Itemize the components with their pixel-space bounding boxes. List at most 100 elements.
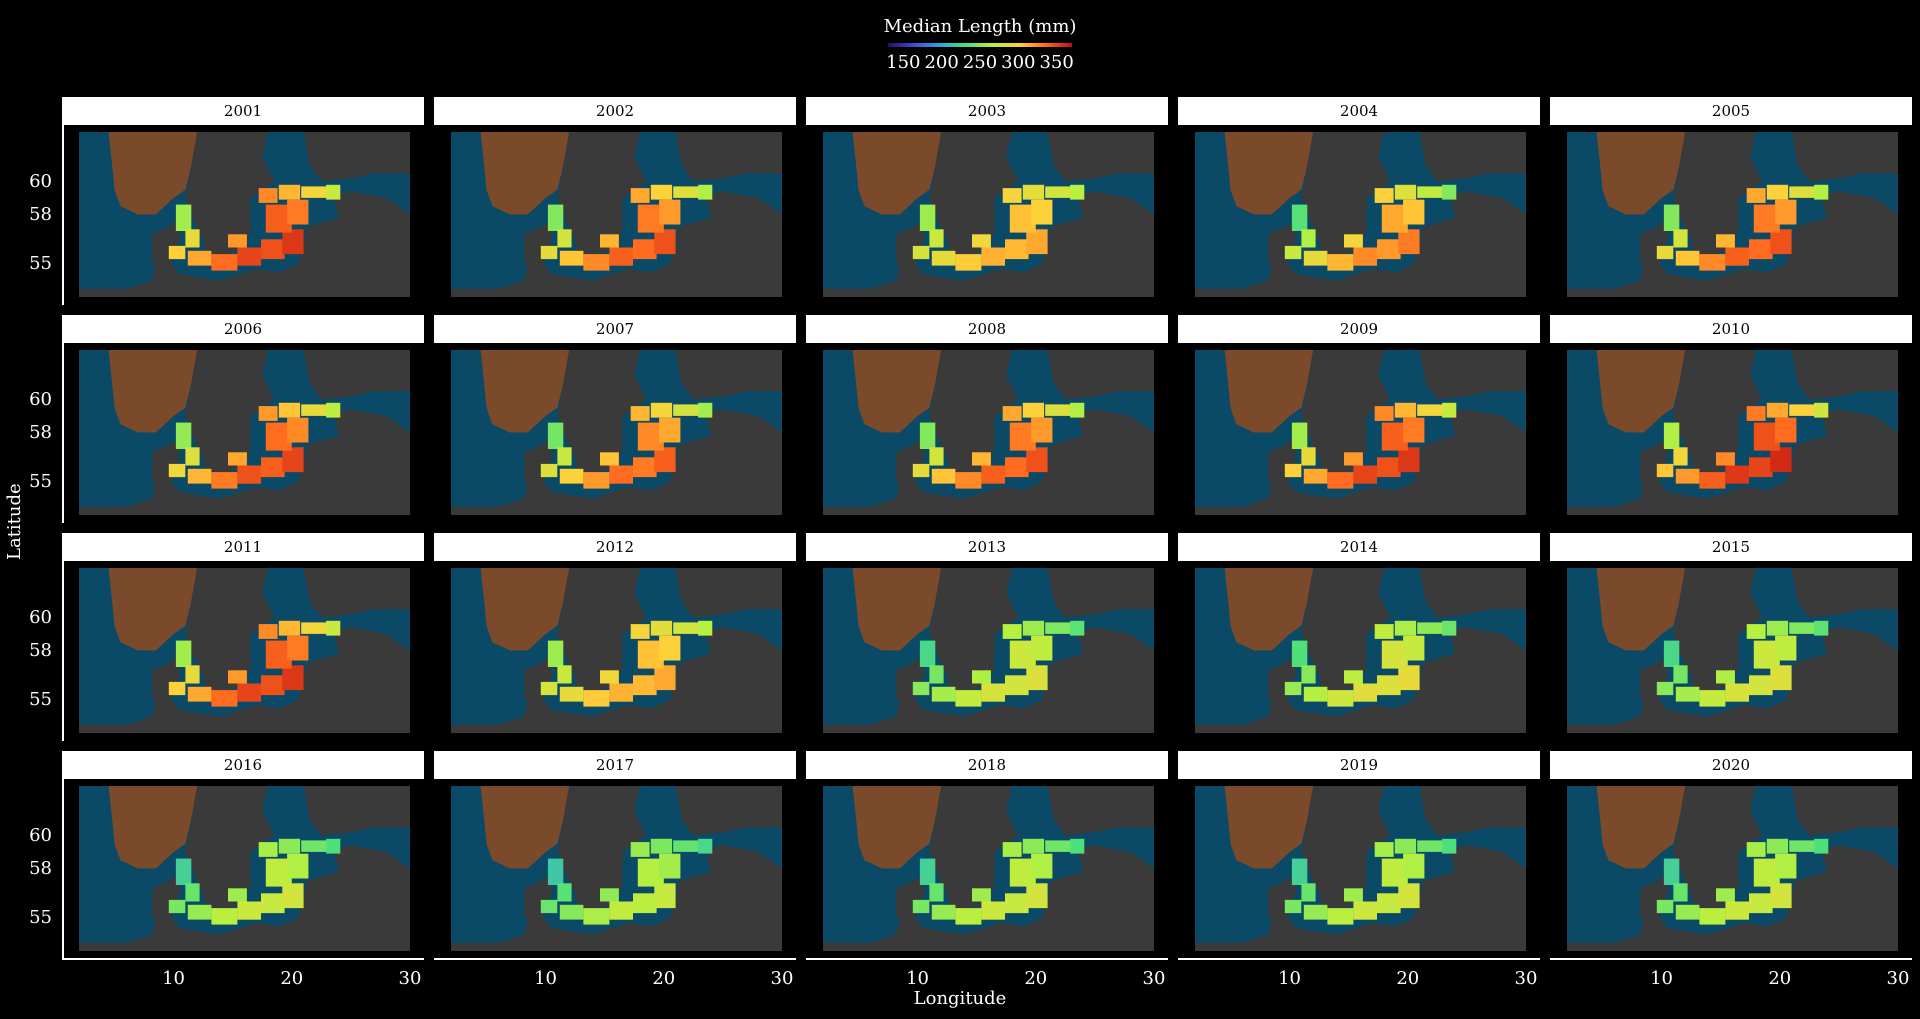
land-norway bbox=[1195, 568, 1314, 651]
facet-strip-label: 2002 bbox=[434, 97, 796, 125]
heatmap-cell bbox=[1353, 683, 1377, 702]
x-axis-line bbox=[806, 958, 1168, 960]
heatmap-cell bbox=[1775, 417, 1797, 443]
heatmap-cell bbox=[1284, 681, 1302, 696]
heatmap-cell bbox=[600, 452, 619, 466]
x-tick-label: 20 bbox=[1768, 968, 1792, 989]
facet-panel: 2012 bbox=[434, 533, 796, 741]
land-continent bbox=[1195, 845, 1526, 951]
facet-strip-label: 2003 bbox=[806, 97, 1168, 125]
heatmap-cell bbox=[237, 465, 261, 484]
heatmap-cell bbox=[659, 417, 681, 443]
heatmap-cell bbox=[659, 635, 681, 661]
panel-map bbox=[79, 132, 410, 297]
heatmap-cell bbox=[1766, 184, 1789, 200]
heatmap-cell bbox=[1403, 853, 1425, 879]
map-canvas bbox=[451, 132, 782, 297]
land-norway bbox=[451, 568, 570, 651]
heatmap-cell bbox=[609, 465, 633, 484]
heatmap-cell bbox=[1377, 675, 1401, 696]
heatmap-cell bbox=[1699, 254, 1726, 271]
heatmap-cell bbox=[698, 620, 713, 636]
facet-strip-label: 2020 bbox=[1550, 751, 1912, 779]
x-tick-label: 30 bbox=[1142, 968, 1166, 989]
heatmap-cell bbox=[1344, 234, 1363, 248]
facet-panel: 2004 bbox=[1178, 97, 1540, 305]
y-tick-label: 55 bbox=[29, 253, 52, 274]
heatmap-cell bbox=[929, 883, 944, 902]
x-tick-label: 20 bbox=[652, 968, 676, 989]
x-tick-label: 30 bbox=[1886, 968, 1910, 989]
heatmap-cell bbox=[175, 204, 192, 231]
heatmap-cell bbox=[1002, 188, 1022, 203]
heatmap-cell bbox=[1675, 686, 1700, 702]
x-axis-line bbox=[1178, 958, 1540, 960]
heatmap-cell bbox=[1770, 447, 1792, 473]
heatmap-cell bbox=[547, 422, 564, 449]
heatmap-cell bbox=[1377, 239, 1401, 260]
land-norway bbox=[451, 132, 570, 215]
legend-colorbar bbox=[888, 43, 1072, 47]
land-finland bbox=[675, 132, 782, 182]
heatmap-cell bbox=[630, 406, 650, 421]
land-finland bbox=[1419, 132, 1526, 182]
heatmap-cell bbox=[185, 665, 200, 684]
y-tick-label: 60 bbox=[29, 170, 52, 192]
land-continent bbox=[823, 845, 1154, 951]
heatmap-cell bbox=[955, 690, 982, 707]
heatmap-cell bbox=[187, 250, 212, 266]
heatmap-cell bbox=[912, 463, 930, 478]
heatmap-cell bbox=[1716, 234, 1735, 248]
heatmap-cell bbox=[1070, 838, 1085, 854]
heatmap-cell bbox=[633, 893, 657, 914]
heatmap-cell bbox=[1699, 690, 1726, 707]
y-axis-line bbox=[62, 561, 64, 741]
heatmap-cell bbox=[1344, 670, 1363, 684]
facet-strip-label: 2019 bbox=[1178, 751, 1540, 779]
heatmap-cell bbox=[559, 250, 584, 266]
panel-map bbox=[79, 568, 410, 733]
heatmap-cell bbox=[261, 239, 285, 260]
heatmap-cell bbox=[1303, 250, 1328, 266]
heatmap-cell bbox=[972, 670, 991, 684]
heatmap-cell bbox=[326, 402, 341, 418]
land-finland bbox=[1791, 132, 1898, 182]
map-canvas bbox=[823, 350, 1154, 515]
map-canvas bbox=[1567, 568, 1898, 733]
heatmap-cell bbox=[929, 665, 944, 684]
heatmap-cell bbox=[1398, 883, 1420, 909]
heatmap-cell bbox=[258, 188, 278, 203]
y-axis-label: Latitude bbox=[4, 483, 25, 560]
heatmap-cell bbox=[654, 447, 676, 473]
heatmap-cell bbox=[211, 690, 238, 707]
heatmap-cell bbox=[1022, 184, 1045, 200]
heatmap-cell bbox=[557, 883, 572, 902]
heatmap-cell bbox=[261, 675, 285, 696]
heatmap-cell bbox=[287, 635, 309, 661]
heatmap-cell bbox=[1675, 904, 1700, 920]
heatmap-cell bbox=[1045, 840, 1072, 852]
heatmap-cell bbox=[559, 686, 584, 702]
heatmap-cell bbox=[185, 229, 200, 248]
heatmap-cell bbox=[1789, 622, 1816, 634]
x-axis-line bbox=[434, 958, 796, 960]
panel-map bbox=[1195, 350, 1526, 515]
legend-ticks: 150 200 250 300 350 bbox=[880, 52, 1080, 76]
heatmap-cell bbox=[1284, 463, 1302, 478]
heatmap-cell bbox=[1716, 888, 1735, 902]
x-tick-label: 20 bbox=[280, 968, 304, 989]
land-sweden bbox=[557, 568, 647, 694]
map-canvas bbox=[1567, 132, 1898, 297]
land-sweden bbox=[929, 568, 1019, 694]
facet-panel: 2013 bbox=[806, 533, 1168, 741]
heatmap-cell bbox=[301, 840, 328, 852]
map-canvas bbox=[823, 568, 1154, 733]
heatmap-cell bbox=[261, 893, 285, 914]
heatmap-cell bbox=[981, 901, 1005, 920]
land-continent bbox=[451, 627, 782, 733]
land-continent bbox=[1567, 845, 1898, 951]
map-canvas bbox=[451, 568, 782, 733]
heatmap-cell bbox=[258, 842, 278, 857]
land-continent bbox=[1567, 409, 1898, 515]
land-sweden bbox=[929, 132, 1019, 258]
